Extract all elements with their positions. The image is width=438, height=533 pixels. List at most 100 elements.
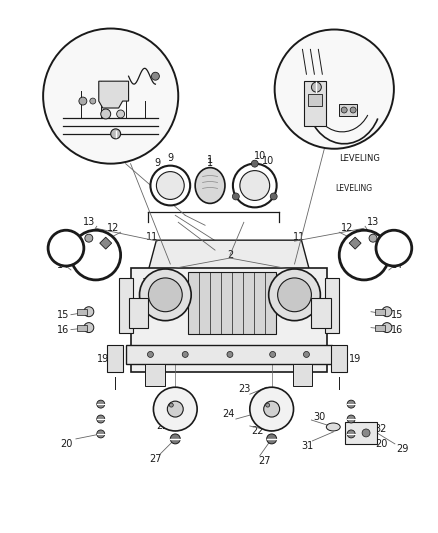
Bar (339, 104, 357, 116)
Circle shape (266, 403, 270, 407)
Text: 22: 22 (156, 421, 169, 431)
Text: 30: 30 (313, 412, 325, 422)
Circle shape (382, 307, 392, 317)
Text: 14: 14 (391, 260, 403, 270)
Text: 8: 8 (290, 79, 296, 89)
Text: 29: 29 (397, 444, 409, 454)
Circle shape (350, 107, 356, 113)
Circle shape (43, 29, 178, 164)
Text: 24: 24 (222, 409, 234, 419)
Bar (188, 272, 276, 334)
Text: 6: 6 (78, 68, 84, 78)
Circle shape (341, 107, 347, 113)
Text: 16: 16 (57, 325, 69, 335)
Text: 10: 10 (254, 151, 266, 161)
Text: 8: 8 (300, 64, 307, 74)
Bar (308, 94, 322, 106)
Text: 12: 12 (106, 223, 119, 233)
Circle shape (270, 193, 277, 200)
Text: 13: 13 (367, 217, 379, 227)
Circle shape (278, 278, 311, 312)
Text: 18: 18 (306, 278, 318, 288)
Circle shape (382, 322, 392, 333)
Text: 3: 3 (126, 49, 132, 58)
Text: 27: 27 (258, 456, 271, 466)
Text: 10: 10 (261, 156, 274, 166)
Circle shape (167, 401, 183, 417)
Circle shape (347, 415, 355, 423)
Bar (375, 325, 385, 330)
Circle shape (251, 160, 258, 167)
Text: 27: 27 (149, 454, 162, 464)
Bar (107, 344, 123, 373)
Circle shape (156, 172, 184, 199)
Text: 3: 3 (120, 42, 126, 51)
Circle shape (369, 234, 377, 242)
Circle shape (233, 193, 239, 200)
Polygon shape (99, 81, 129, 108)
Circle shape (148, 351, 153, 358)
Bar (311, 298, 331, 328)
Text: 5: 5 (113, 41, 120, 51)
Bar (131, 268, 327, 373)
Circle shape (150, 166, 190, 205)
Circle shape (170, 434, 180, 444)
Text: LEVELING: LEVELING (336, 184, 373, 193)
Circle shape (71, 230, 120, 280)
Circle shape (311, 82, 321, 92)
Circle shape (140, 269, 191, 321)
Text: 15: 15 (391, 310, 403, 320)
Ellipse shape (326, 423, 340, 431)
Circle shape (97, 430, 105, 438)
Text: 19: 19 (97, 354, 109, 365)
Text: 2: 2 (227, 250, 233, 260)
Text: 16: 16 (391, 325, 403, 335)
Text: 14: 14 (57, 260, 69, 270)
Circle shape (79, 97, 87, 105)
Bar (129, 298, 148, 328)
Text: 9: 9 (154, 158, 160, 168)
Polygon shape (100, 237, 112, 249)
Circle shape (240, 171, 270, 200)
Text: 5: 5 (99, 36, 106, 46)
Text: 20: 20 (60, 439, 72, 449)
Circle shape (111, 129, 120, 139)
Circle shape (268, 269, 320, 321)
Circle shape (376, 230, 412, 266)
Text: 32: 32 (375, 424, 387, 434)
Bar (126, 344, 332, 365)
Circle shape (152, 72, 159, 80)
Text: 1: 1 (207, 158, 213, 168)
Text: 23: 23 (239, 384, 251, 394)
Bar (77, 325, 87, 330)
Circle shape (97, 415, 105, 423)
Bar (345, 422, 377, 444)
Circle shape (267, 434, 277, 444)
Text: 13: 13 (83, 217, 95, 227)
Circle shape (347, 430, 355, 438)
Bar (77, 309, 87, 314)
Text: 20: 20 (375, 439, 387, 449)
Circle shape (347, 400, 355, 408)
Circle shape (148, 278, 182, 312)
Text: 9: 9 (167, 152, 173, 163)
Text: 19: 19 (349, 354, 361, 365)
Circle shape (84, 322, 94, 333)
Text: 6: 6 (56, 81, 62, 91)
Circle shape (117, 110, 124, 118)
Circle shape (227, 351, 233, 358)
Circle shape (339, 230, 389, 280)
Circle shape (264, 401, 279, 417)
Circle shape (362, 429, 370, 437)
Bar (304, 81, 326, 126)
Bar (145, 365, 165, 386)
Bar (325, 278, 339, 333)
Circle shape (153, 387, 197, 431)
Polygon shape (349, 237, 361, 249)
Circle shape (85, 234, 93, 242)
Circle shape (304, 351, 309, 358)
Ellipse shape (195, 168, 225, 204)
Bar (119, 278, 133, 333)
Text: 15: 15 (57, 310, 69, 320)
Text: LEVELING: LEVELING (339, 154, 380, 163)
